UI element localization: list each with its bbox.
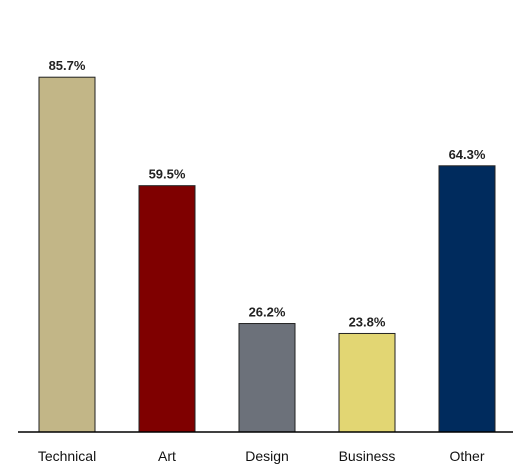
x-tick-labels-group: Technical Art Design Business Other (38, 448, 485, 464)
bar-design (238, 323, 296, 433)
value-label-design: 26.2% (249, 305, 286, 320)
x-tick-label-other: Other (449, 448, 484, 464)
x-tick-label-design: Design (245, 448, 289, 464)
x-tick-label-technical: Technical (38, 448, 96, 464)
value-label-business: 23.8% (349, 314, 386, 329)
bar-business (338, 332, 396, 433)
bar-technical (38, 76, 96, 433)
value-label-art: 59.5% (149, 167, 186, 182)
bar-other (438, 165, 496, 433)
x-tick-label-business: Business (339, 448, 396, 464)
value-labels-group: 85.7% 59.5% 26.2% 23.8% 64.3% (49, 58, 486, 329)
bars-group (38, 76, 496, 433)
value-label-technical: 85.7% (49, 58, 86, 73)
bar-art (138, 185, 196, 433)
x-tick-label-art: Art (158, 448, 176, 464)
value-label-other: 64.3% (449, 147, 486, 162)
